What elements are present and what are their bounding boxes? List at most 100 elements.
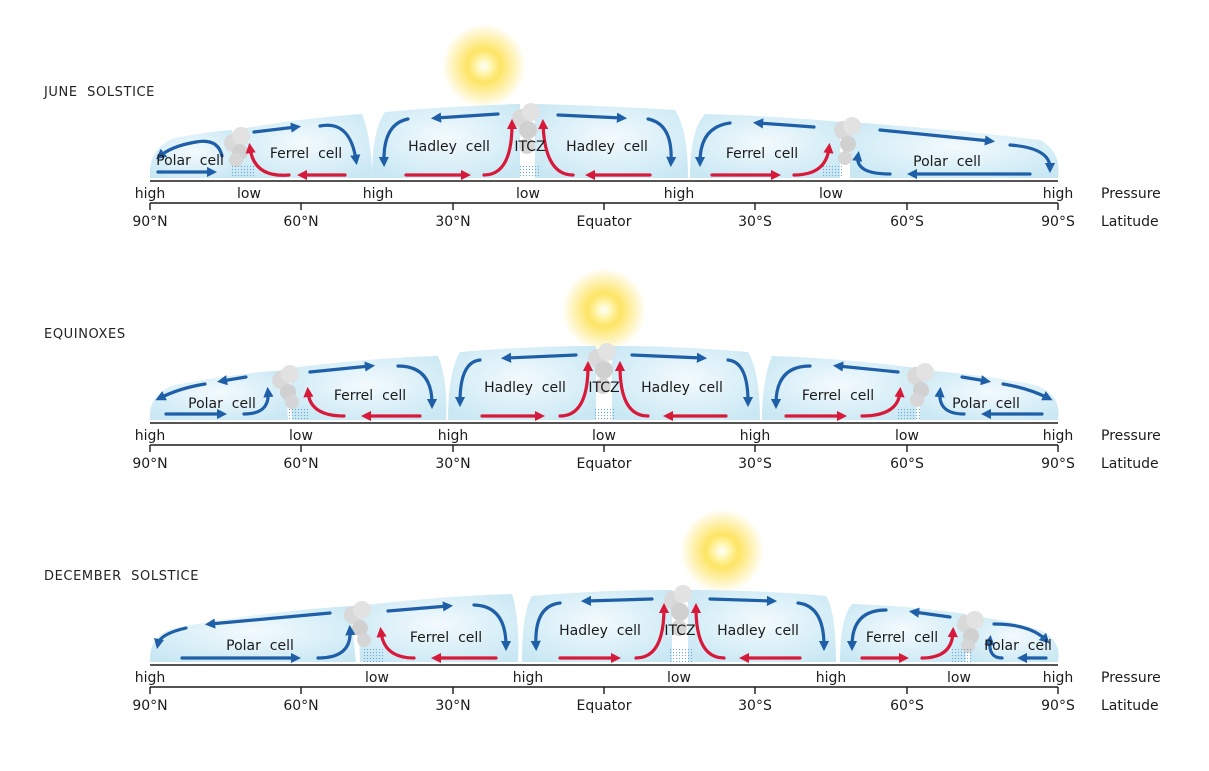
cell-label-ferrel-south: Ferrel cell	[802, 388, 874, 404]
arrow-blue	[694, 121, 732, 168]
latitude-tick: 30°N	[435, 214, 470, 230]
latitude-tick: Equator	[577, 456, 632, 472]
cell-shape	[149, 130, 240, 178]
latitude-tick: 30°N	[435, 698, 470, 714]
cloud-icon	[344, 601, 371, 647]
latitude-tick: 90°S	[1041, 456, 1075, 472]
cloud-icon	[834, 117, 861, 165]
arrow-red	[614, 360, 650, 418]
cell-label-hadley-north: Hadley cell	[408, 139, 490, 155]
cell-label-polar-south: Polar cell	[913, 154, 981, 170]
latitude-tick: 90°S	[1041, 698, 1075, 714]
rain-icon	[232, 165, 254, 178]
arrow-blue	[500, 352, 578, 363]
pressure-label: low	[237, 186, 261, 202]
cloud-icon	[957, 611, 984, 653]
arrow-blue	[708, 595, 778, 606]
pressure-label: high	[438, 428, 469, 444]
latitude-tick: 90°N	[132, 698, 167, 714]
cell-label-ferrel-north: Ferrel cell	[270, 146, 342, 162]
sun-icon	[562, 268, 646, 352]
arrow-blue	[396, 364, 438, 410]
pressure-axis-title: Pressure	[1101, 670, 1161, 686]
rain-icon	[518, 165, 540, 178]
cell-label-polar-north: Polar cell	[188, 396, 256, 412]
cell-shape	[688, 590, 836, 662]
cell-shape	[690, 114, 840, 178]
panel-title: EQUINOXES	[44, 327, 126, 342]
latitude-tick: 60°N	[283, 214, 318, 230]
pressure-label: high	[816, 670, 847, 686]
pressure-label: low	[516, 186, 540, 202]
latitude-tick: 60°S	[890, 214, 924, 230]
arrow-blue	[1008, 143, 1056, 174]
arrow-red	[558, 360, 594, 418]
cell-shape	[850, 122, 1059, 178]
sun-icon	[442, 24, 526, 108]
circulation-arrows	[153, 595, 1050, 664]
arrow-blue	[454, 358, 482, 408]
latitude-axis-title: Latitude	[1101, 698, 1159, 714]
pressure-label: low	[947, 670, 971, 686]
arrow-blue	[318, 123, 361, 166]
arrow-blue	[984, 634, 1004, 660]
itcz-label: ITCZ	[514, 139, 545, 155]
latitude-tick: 30°N	[435, 456, 470, 472]
pressure-label: high	[513, 670, 544, 686]
arrow-blue	[216, 375, 248, 386]
arrow-blue	[378, 117, 410, 168]
pressure-label: low	[667, 670, 691, 686]
arrow-blue	[430, 112, 500, 123]
pressure-label: low	[592, 428, 616, 444]
cloud-icon	[664, 585, 692, 636]
latitude-tick: 60°S	[890, 698, 924, 714]
cell-label-ferrel-south: Ferrel cell	[726, 146, 798, 162]
pressure-label: high	[363, 186, 394, 202]
panel-june: JUNE SOLSTICE	[43, 24, 1161, 230]
latitude-tick: 60°S	[890, 456, 924, 472]
arrow-blue	[646, 117, 677, 168]
arrow-blue	[155, 382, 207, 401]
arrow-red	[792, 142, 834, 177]
pressure-axis-title: Pressure	[1101, 428, 1161, 444]
arrow-blue	[386, 601, 454, 613]
arrow-blue	[252, 122, 302, 134]
cell-shape	[149, 370, 288, 420]
arrow-blue	[580, 595, 654, 606]
rain-icon	[362, 649, 384, 662]
cell-shape	[840, 604, 966, 662]
axis-lines	[149, 422, 1059, 452]
arrow-red	[690, 602, 726, 660]
arrow-red	[634, 602, 670, 660]
latitude-axis-title: Latitude	[1101, 456, 1159, 472]
rain-icon	[594, 407, 616, 420]
itcz-label: ITCZ	[664, 623, 695, 639]
arrow-blue	[852, 150, 892, 176]
arrow-blue	[153, 626, 188, 650]
latitude-tick: 30°S	[738, 214, 772, 230]
cell-shape	[920, 370, 1059, 420]
cell-label-polar-south: Polar cell	[952, 396, 1020, 412]
cloud-icon	[907, 363, 934, 407]
pressure-label: high	[1043, 670, 1074, 686]
cloud-icon	[272, 365, 299, 409]
cell-label-hadley-south: Hadley cell	[566, 139, 648, 155]
pressure-label: low	[819, 186, 843, 202]
cell-shape	[149, 606, 356, 662]
arrow-blue	[992, 622, 1050, 644]
latitude-tick: Equator	[577, 698, 632, 714]
cell-shape	[372, 104, 520, 178]
axis-lines	[149, 180, 1059, 210]
arrow-blue	[934, 386, 966, 416]
cell-label-hadley-south: Hadley cell	[717, 623, 799, 639]
cloud-icon	[224, 127, 250, 167]
latitude-axis-title: Latitude	[1101, 214, 1159, 230]
cell-shape	[290, 356, 447, 420]
cell-label-polar-north: Polar cell	[156, 153, 224, 169]
pressure-label: high	[1043, 186, 1074, 202]
arrow-blue	[960, 375, 992, 386]
pressure-label: high	[664, 186, 695, 202]
pressure-label: low	[365, 670, 389, 686]
sun-icon	[680, 509, 764, 593]
